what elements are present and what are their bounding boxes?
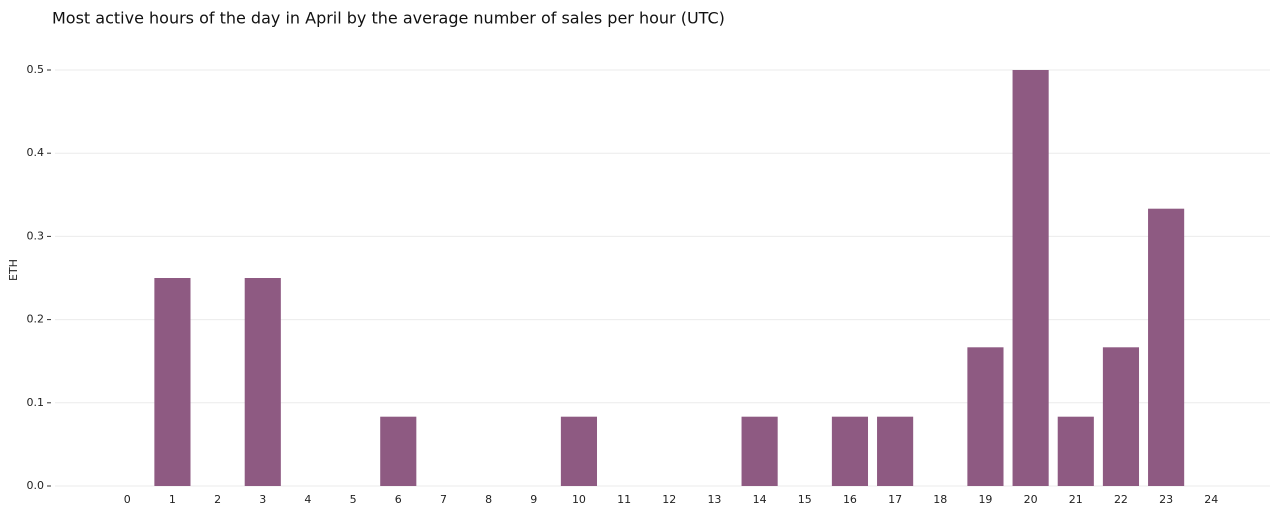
x-tick-label: 10 <box>572 493 586 506</box>
bar <box>560 416 598 486</box>
y-tick-label: 0.5 <box>27 63 45 76</box>
y-tick-label: 0.1 <box>27 396 45 409</box>
bar <box>1148 208 1185 486</box>
x-tick-label: 11 <box>617 493 631 506</box>
x-tick-label: 21 <box>1069 493 1083 506</box>
x-tick-label: 9 <box>530 493 537 506</box>
x-tick-label: 2 <box>214 493 221 506</box>
x-tick-label: 24 <box>1204 493 1218 506</box>
bar <box>877 416 914 486</box>
chart-title: Most active hours of the day in April by… <box>52 9 725 28</box>
x-tick-label: 22 <box>1114 493 1128 506</box>
bar <box>1012 70 1049 486</box>
x-tick-label: 1 <box>169 493 176 506</box>
x-tick-label: 14 <box>753 493 767 506</box>
x-tick-label: 13 <box>707 493 721 506</box>
y-axis-label: ETH <box>7 259 20 281</box>
x-tick-label: 12 <box>662 493 676 506</box>
x-tick-label: 7 <box>440 493 447 506</box>
x-tick-label: 4 <box>304 493 311 506</box>
y-tick-label: 0.2 <box>27 313 45 326</box>
x-tick-label: 23 <box>1159 493 1173 506</box>
x-tick-label: 8 <box>485 493 492 506</box>
bar <box>1102 347 1140 486</box>
x-tick-label: 15 <box>798 493 812 506</box>
x-tick-label: 0 <box>124 493 131 506</box>
bar <box>1057 416 1094 486</box>
y-tick-label: 0.0 <box>27 479 45 492</box>
x-tick-label: 6 <box>395 493 402 506</box>
bar <box>154 278 191 486</box>
bar <box>831 416 869 486</box>
y-tick-label: 0.4 <box>27 146 45 159</box>
x-tick-label: 17 <box>888 493 902 506</box>
bar <box>380 416 417 486</box>
x-tick-label: 19 <box>978 493 992 506</box>
bar <box>244 278 281 486</box>
bar <box>741 416 778 486</box>
y-tick-label: 0.3 <box>27 229 45 242</box>
x-tick-label: 5 <box>350 493 357 506</box>
x-tick-label: 16 <box>843 493 857 506</box>
x-tick-label: 18 <box>933 493 947 506</box>
x-tick-label: 3 <box>259 493 266 506</box>
bar <box>967 347 1004 486</box>
x-tick-label: 20 <box>1024 493 1038 506</box>
